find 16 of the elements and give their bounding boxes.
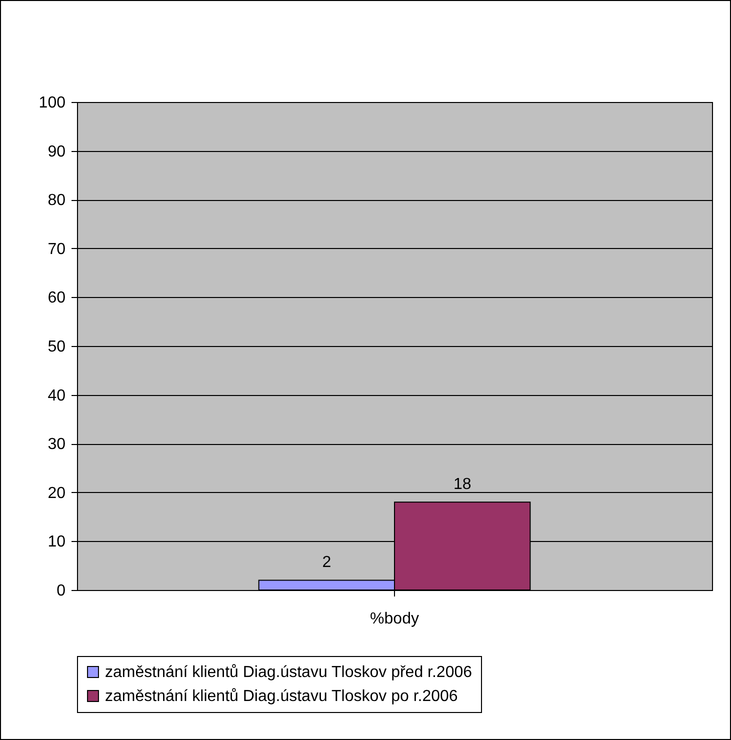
legend-label: zaměstnání klientů Diag.ústavu Tloskov před r.2006	[105, 664, 472, 681]
y-tick-label: 40	[48, 387, 66, 404]
y-tick-label: 100	[38, 94, 66, 112]
y-tick-label: 70	[48, 240, 66, 258]
legend-label: zaměstnání klientů Diag.ústavu Tloskov po r.2006	[105, 688, 458, 705]
y-tick-label: 0	[56, 582, 66, 600]
y-tick-label: 10	[48, 534, 66, 551]
y-tick-label: 60	[48, 290, 66, 307]
x-tick-label: %body	[370, 610, 419, 628]
y-tick-label: 80	[48, 192, 66, 210]
y-tick-label: 30	[48, 436, 66, 454]
y-tick-label: 50	[48, 338, 66, 356]
y-tick-label: 20	[48, 484, 66, 502]
data-label: 18	[453, 476, 472, 494]
y-tick-label: 90	[48, 143, 66, 160]
data-label: 2	[322, 554, 332, 572]
